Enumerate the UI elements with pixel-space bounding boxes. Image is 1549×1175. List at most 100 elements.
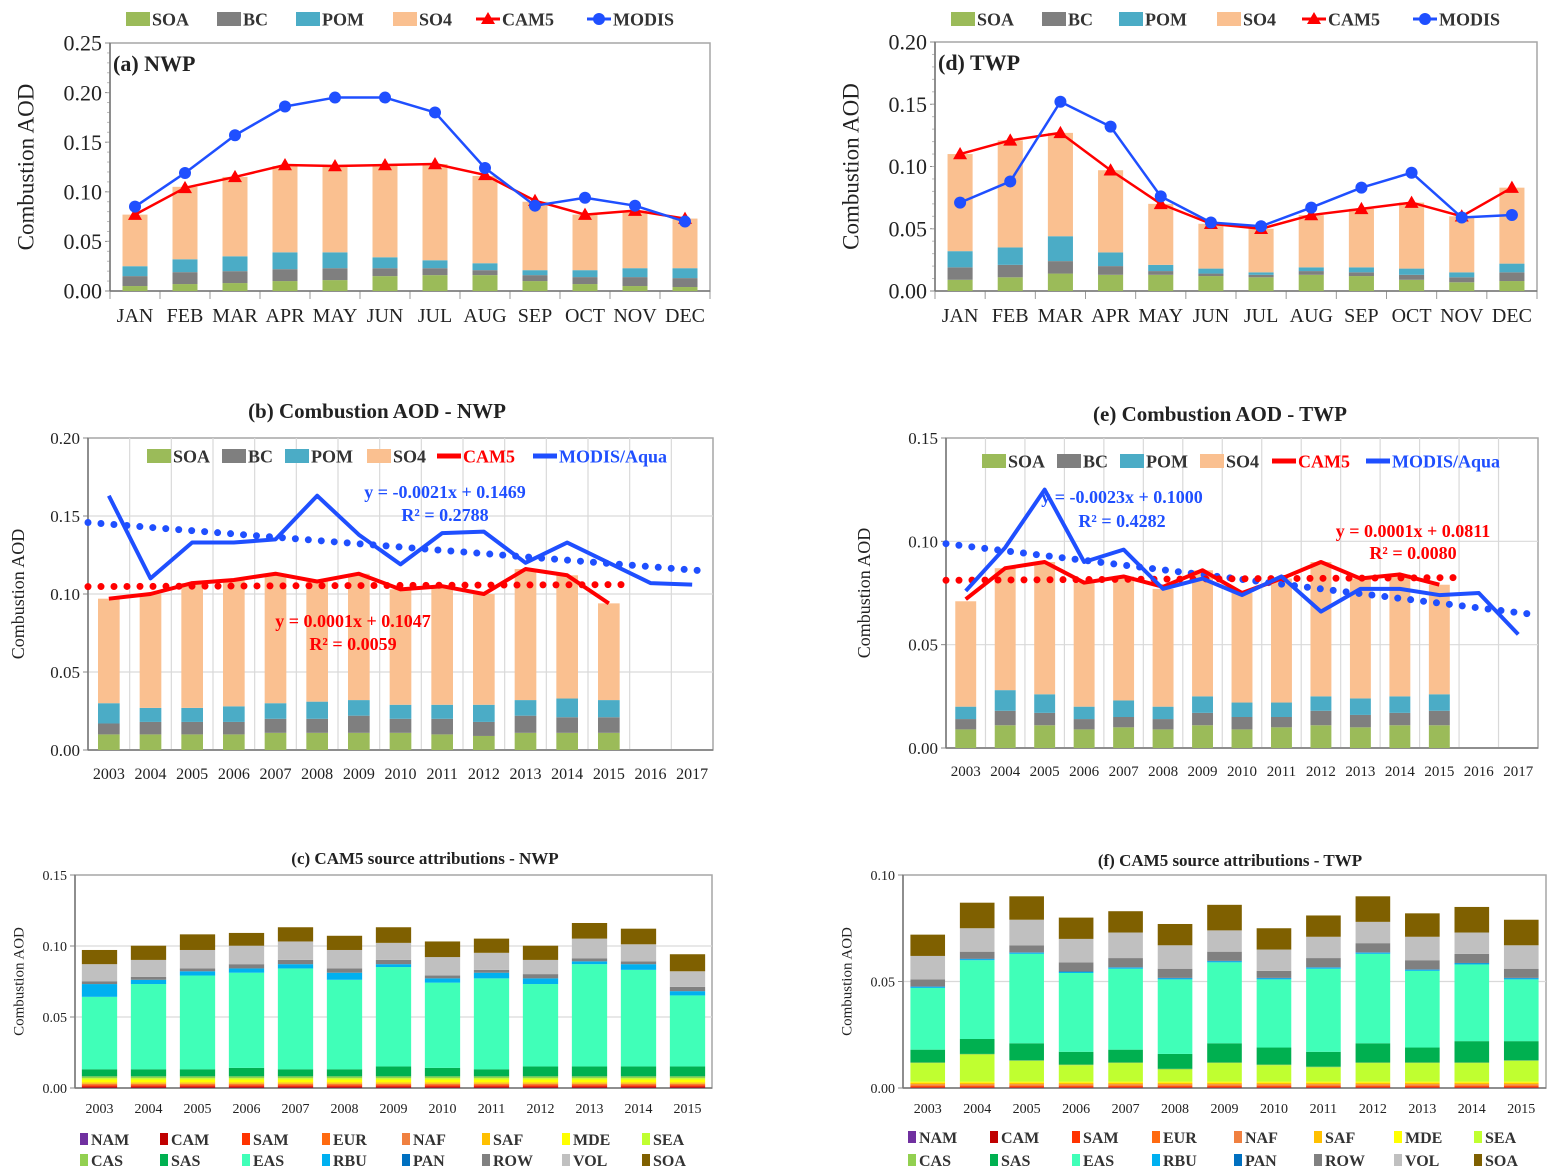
x-tick-label: 2008 xyxy=(331,1102,359,1117)
bar-segment-bc xyxy=(1047,261,1073,274)
bar-segment-sam xyxy=(179,1085,216,1087)
x-tick-label: 2004 xyxy=(135,766,167,783)
bar-segment-sea xyxy=(81,1078,118,1080)
bar-segment-saf xyxy=(130,1082,167,1084)
bar-segment-so4 xyxy=(1148,203,1174,265)
y-axis-label: Combustion AOD xyxy=(839,927,855,1036)
bar-segment-row xyxy=(620,961,657,965)
bar-segment-rbu xyxy=(375,964,412,968)
series-line-cam5 xyxy=(108,567,610,606)
legend-label: SAS xyxy=(171,1153,200,1170)
bar-segment-bc xyxy=(1271,717,1292,728)
bar-segment-pom xyxy=(322,252,348,269)
legend-swatch xyxy=(217,12,241,26)
trend-equation: y = -0.0021x + 0.1469 xyxy=(364,482,526,502)
bar-segment-eur xyxy=(424,1084,461,1086)
bar-segment-bc xyxy=(1034,712,1056,726)
bar-segment-bc xyxy=(98,723,120,735)
x-tick-label: 2013 xyxy=(1345,764,1375,780)
bar-segment-so4 xyxy=(223,579,245,707)
data-point-cam5 xyxy=(1003,133,1018,146)
bar-segment-sam xyxy=(81,1085,118,1087)
bar-segment-eas xyxy=(179,975,216,1070)
bar-segment-eas xyxy=(277,968,314,1070)
legend-label: EUR xyxy=(333,1132,367,1149)
legend-item-cam: CAM xyxy=(990,1130,1039,1147)
legend-swatch xyxy=(1042,12,1066,26)
legend-swatch xyxy=(1072,1154,1080,1166)
bar-segment-saf xyxy=(1009,1082,1044,1085)
bar-segment-so4 xyxy=(1113,576,1135,701)
bar-segment-saf xyxy=(81,1082,118,1084)
bar-segment-pom xyxy=(1198,268,1224,274)
legend-label: SO4 xyxy=(1226,451,1259,471)
bar-segment-soa xyxy=(1449,282,1475,291)
bar-segment-so4 xyxy=(556,575,578,699)
bar-segment-mde xyxy=(1207,1081,1242,1083)
bar-segment-cas xyxy=(130,1076,167,1079)
legend-swatch xyxy=(990,1154,998,1166)
bar-segment-eas xyxy=(326,979,363,1070)
bar-segment-cam xyxy=(130,1086,167,1088)
y-tick-label: 0.05 xyxy=(50,663,80,682)
bar-segment-so4 xyxy=(955,601,977,707)
legend-item-naf: NAF xyxy=(1234,1130,1278,1147)
bar-segment-bc xyxy=(348,715,370,733)
legend-swatch xyxy=(322,1133,330,1145)
legend-label: BC xyxy=(1083,451,1108,471)
bar-segment-cas xyxy=(228,1076,265,1079)
x-tick-label: FEB xyxy=(167,305,204,327)
bar-segment-rbu xyxy=(1503,978,1539,980)
bar-segment-eas xyxy=(1256,979,1292,1048)
bar-segment-mde xyxy=(179,1079,216,1083)
bar-segment-cas xyxy=(1157,1068,1193,1070)
bar-segment-pom xyxy=(622,268,648,278)
bar-segment-vol xyxy=(1503,945,1539,969)
data-point-modis xyxy=(1355,181,1368,194)
bar-segment-eur xyxy=(375,1084,412,1086)
panel-a: 0.00 0.05 0.10 0.15 0.20 0.25 JAN FEB MAR APR MAY J… xyxy=(13,9,711,327)
bar-segment-row xyxy=(1405,960,1440,970)
trend-r-squared: R² = 0.2788 xyxy=(401,505,488,525)
bar-segment-soa xyxy=(472,275,498,291)
bar-segment-so4 xyxy=(1310,562,1332,697)
bar-segment-soa xyxy=(306,732,328,750)
legend-item-soa: SOA xyxy=(951,9,1014,29)
y-tick-label: 0.00 xyxy=(889,279,928,304)
x-tick-label: 2015 xyxy=(674,1102,702,1117)
bar-segment-cam xyxy=(522,1086,559,1088)
x-tick-label: 2017 xyxy=(1503,764,1534,780)
bar-segment-so4 xyxy=(1248,228,1274,273)
bar-segment-mde xyxy=(1256,1081,1292,1083)
x-tick-label: 2010 xyxy=(429,1102,457,1117)
bar-segment-row xyxy=(1207,951,1242,961)
bar-segment-sam xyxy=(1108,1086,1143,1088)
bar-segment-so4 xyxy=(514,569,537,701)
bar-segment-so4 xyxy=(431,586,453,705)
trend-r-squared: R² = 0.4282 xyxy=(1078,511,1165,531)
legend: SOA BC POM SO4 CAM5 MODIS xyxy=(126,9,674,29)
y-tick-label: 0.10 xyxy=(908,532,938,551)
legend-swatch xyxy=(1119,12,1143,26)
bar-segment-so4 xyxy=(1298,215,1324,268)
bar-segment-cas xyxy=(669,1076,706,1079)
bar-segment-naf xyxy=(1454,1084,1490,1086)
bar-segment-pom xyxy=(1192,696,1213,713)
chart-title: (f) CAM5 source attributions - TWP xyxy=(1098,851,1362,870)
data-point-modis xyxy=(129,200,141,213)
bar-segment-bc xyxy=(672,278,698,288)
bar-segment-bc xyxy=(994,710,1016,726)
bar-segment-soa xyxy=(1231,729,1253,748)
legend-swatch xyxy=(393,12,417,26)
bar-segment-rbu xyxy=(1355,952,1391,954)
bar-segment-vol xyxy=(1157,945,1193,969)
x-tick-label: 2011 xyxy=(1267,764,1296,780)
bar-segment-bc xyxy=(322,268,348,281)
data-point-modis xyxy=(179,166,191,179)
x-tick-label: 2012 xyxy=(1306,764,1336,780)
bar-segment-soa xyxy=(1271,727,1292,748)
bar-segment-naf xyxy=(277,1083,314,1085)
bar-segment-eur xyxy=(1108,1085,1143,1087)
x-tick-label: DEC xyxy=(665,305,705,327)
bar-segment-so4 xyxy=(473,594,495,705)
